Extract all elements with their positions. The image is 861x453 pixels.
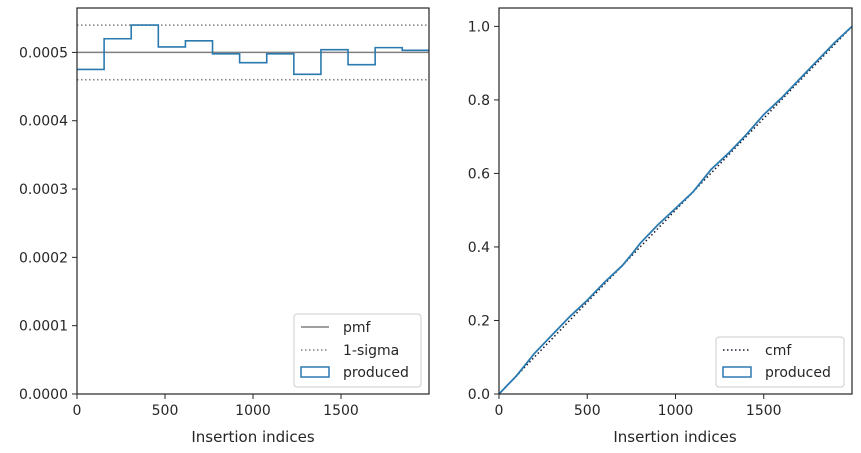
produced-cumulative-line <box>498 25 853 395</box>
left-panel: 0 500 1000 1500 0.00000.00010.00020.00030.0… <box>19 7 430 446</box>
x-tick-label: 0 <box>495 403 504 419</box>
cmf-line <box>498 25 853 395</box>
legend-cmf-label: cmf <box>765 343 792 359</box>
y-tick-label: 0.8 <box>468 93 490 109</box>
legend-produced-swatch <box>300 366 330 378</box>
y-tick-label: 0.0002 <box>19 250 68 266</box>
right-x-ticks: 0 500 1000 1500 <box>495 394 782 419</box>
y-tick-label: 0.0001 <box>19 319 68 335</box>
right-produced-group <box>498 25 853 395</box>
legend-produced-label: produced <box>765 365 831 381</box>
y-tick-label: 0.4 <box>468 240 490 256</box>
y-tick-label: 0.0005 <box>19 45 68 61</box>
y-tick-label: 1.0 <box>468 19 490 35</box>
right-legend: cmf produced <box>715 336 845 388</box>
left-produced-group <box>77 24 429 76</box>
x-tick-label: 0 <box>73 403 82 419</box>
legend-produced-swatch <box>722 366 752 378</box>
left-sigma-lines <box>77 24 429 81</box>
y-tick-label: 0.0000 <box>19 387 68 403</box>
left-legend-box <box>293 313 422 388</box>
right-panel: 0 500 1000 1500 0.0 0.2 0.4 0.6 0.8 1.0 Insertio… <box>468 7 853 446</box>
y-tick-label: 0.0004 <box>19 114 68 130</box>
x-tick-label: 1000 <box>658 403 694 419</box>
right-y-ticks: 0.0 0.2 0.4 0.6 0.8 1.0 <box>468 19 499 403</box>
x-tick-label: 1000 <box>235 403 271 419</box>
x-tick-label: 500 <box>574 403 601 419</box>
left-y-ticks: 0.0000 0.0001 0.0002 0.0003 0.0004 0.0005 <box>19 45 77 403</box>
x-tick-label: 1500 <box>746 403 782 419</box>
legend-pmf-label: pmf <box>343 320 372 336</box>
y-tick-label: 0.0 <box>468 387 490 403</box>
x-tick-label: 500 <box>152 403 179 419</box>
right-x-axis-label: Insertion indices <box>613 428 736 446</box>
right-cmf-group <box>498 25 853 395</box>
y-tick-label: 0.6 <box>468 166 490 182</box>
y-tick-label: 0.2 <box>468 313 490 329</box>
x-tick-label: 1500 <box>323 403 359 419</box>
left-x-axis-label: Insertion indices <box>191 428 314 446</box>
left-legend: pmf 1-sigma produced <box>293 313 422 388</box>
left-x-ticks: 0 500 1000 1500 <box>73 394 359 419</box>
legend-sigma-label: 1-sigma <box>343 343 399 359</box>
y-tick-label: 0.0003 <box>19 182 68 198</box>
legend-produced-label: produced <box>343 365 409 381</box>
produced-histogram-step <box>77 24 429 76</box>
